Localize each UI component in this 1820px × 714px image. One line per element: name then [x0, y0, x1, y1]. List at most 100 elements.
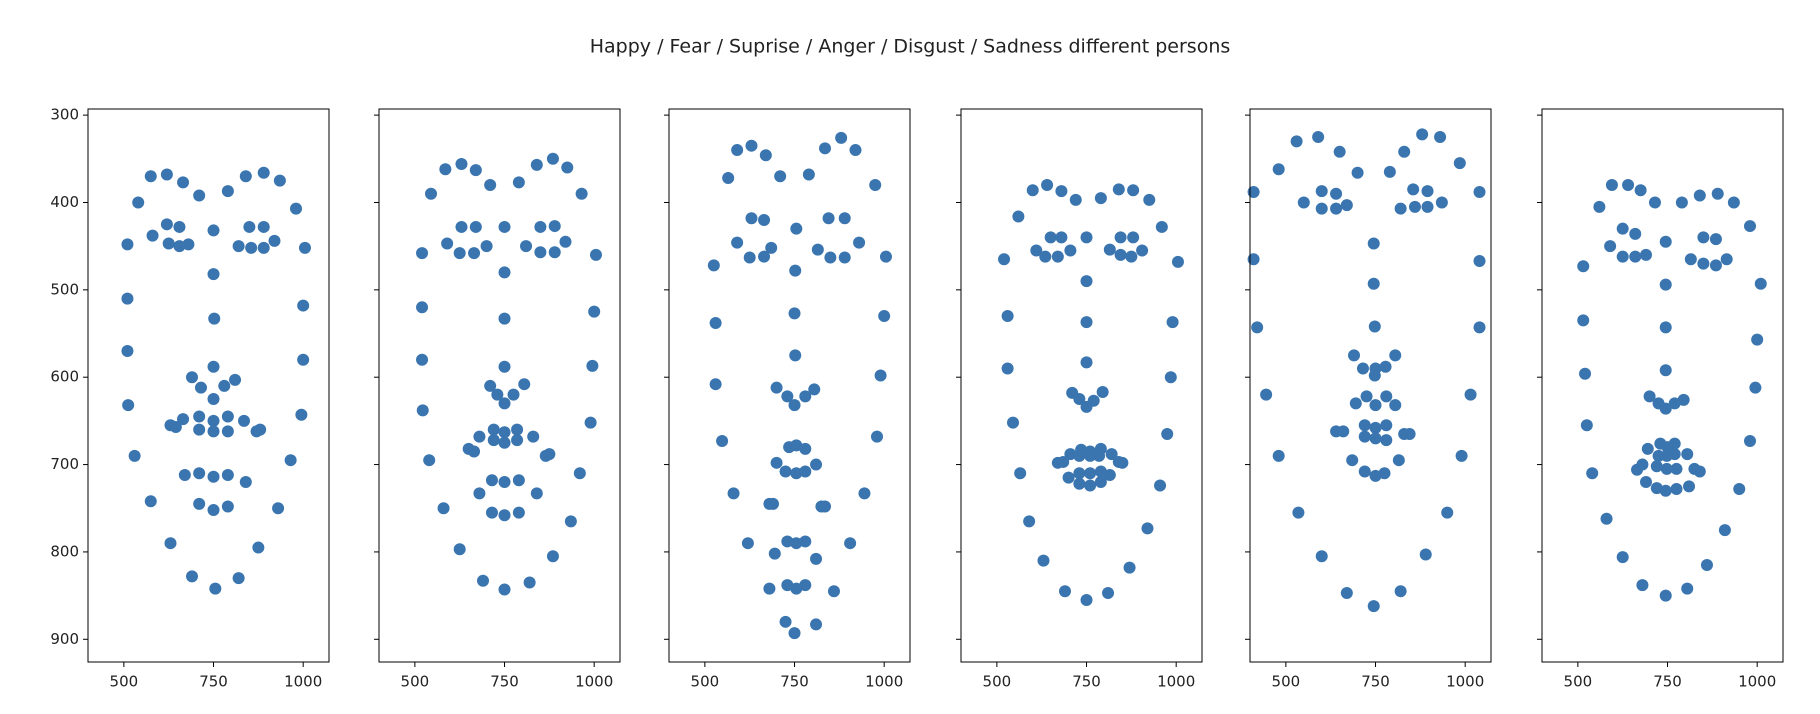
- point: [1407, 183, 1420, 196]
- point: [178, 469, 191, 482]
- point: [1441, 506, 1454, 519]
- point: [1711, 187, 1724, 200]
- point: [1161, 427, 1174, 440]
- point: [1754, 277, 1767, 290]
- point: [810, 552, 823, 565]
- point: [1369, 432, 1382, 445]
- point: [789, 264, 802, 277]
- axes-frame: [960, 108, 1203, 663]
- point: [473, 487, 486, 500]
- point: [511, 423, 524, 436]
- point: [1622, 179, 1635, 192]
- point: [1001, 362, 1014, 375]
- point: [1392, 454, 1405, 467]
- point: [1675, 196, 1688, 209]
- point: [1616, 250, 1629, 263]
- point: [1727, 196, 1740, 209]
- point: [1394, 585, 1407, 598]
- point: [1112, 183, 1125, 196]
- point: [1340, 199, 1353, 212]
- point: [160, 218, 173, 231]
- point: [232, 572, 245, 585]
- point: [790, 222, 803, 235]
- point: [1367, 600, 1380, 613]
- point: [132, 196, 145, 209]
- point: [221, 185, 234, 198]
- point: [473, 430, 486, 443]
- point: [758, 213, 771, 226]
- point: [741, 537, 754, 550]
- point: [763, 497, 776, 510]
- point: [1473, 321, 1486, 334]
- point: [1064, 448, 1077, 461]
- point: [1473, 185, 1486, 198]
- point: [1064, 244, 1077, 257]
- point: [416, 404, 429, 417]
- point: [484, 179, 497, 192]
- point: [534, 246, 547, 259]
- point: [788, 307, 801, 320]
- point: [1123, 561, 1136, 574]
- point: [824, 251, 837, 264]
- point: [441, 237, 454, 250]
- point: [1640, 476, 1653, 489]
- point: [468, 445, 481, 458]
- x-tick-label: 500: [1272, 673, 1301, 691]
- point: [221, 500, 234, 513]
- x-tick-label: 1000: [284, 673, 322, 691]
- point: [487, 434, 500, 447]
- point: [1744, 434, 1757, 447]
- point: [207, 224, 220, 237]
- point: [194, 381, 207, 394]
- point: [1112, 455, 1125, 468]
- point: [788, 627, 801, 640]
- point: [561, 161, 574, 174]
- point: [1744, 220, 1757, 233]
- point: [245, 241, 258, 254]
- point: [1094, 192, 1107, 205]
- axes-frame: [1541, 108, 1784, 663]
- point: [1041, 179, 1054, 192]
- point: [122, 399, 135, 412]
- point: [1616, 222, 1629, 235]
- point: [416, 301, 429, 314]
- y-tick-label: 600: [50, 368, 79, 386]
- point: [530, 158, 543, 171]
- point: [193, 497, 206, 510]
- axes-frame: [378, 108, 621, 663]
- point: [416, 247, 429, 260]
- point: [1369, 421, 1382, 434]
- point: [1709, 233, 1722, 246]
- point: [1080, 275, 1093, 288]
- point: [1014, 467, 1027, 480]
- point: [1062, 471, 1075, 484]
- point: [477, 574, 490, 587]
- point: [1604, 240, 1617, 253]
- point: [1030, 244, 1043, 257]
- point: [1340, 586, 1353, 599]
- point: [193, 423, 206, 436]
- point: [1659, 278, 1672, 291]
- point: [1351, 166, 1364, 179]
- point: [209, 582, 222, 595]
- point: [1749, 381, 1762, 394]
- point: [1367, 237, 1380, 250]
- point: [1408, 200, 1421, 213]
- point: [1037, 554, 1050, 567]
- point: [1096, 386, 1109, 399]
- point: [1143, 193, 1156, 206]
- point: [1051, 250, 1064, 263]
- point: [789, 349, 802, 362]
- point: [802, 168, 815, 181]
- point: [1455, 449, 1468, 462]
- point: [745, 139, 758, 152]
- point: [1333, 145, 1346, 158]
- point: [243, 220, 256, 233]
- point: [284, 454, 297, 467]
- point: [257, 166, 270, 179]
- point: [1684, 253, 1697, 266]
- point: [1125, 250, 1138, 263]
- point: [546, 152, 559, 165]
- point: [1073, 477, 1086, 490]
- point: [193, 189, 206, 202]
